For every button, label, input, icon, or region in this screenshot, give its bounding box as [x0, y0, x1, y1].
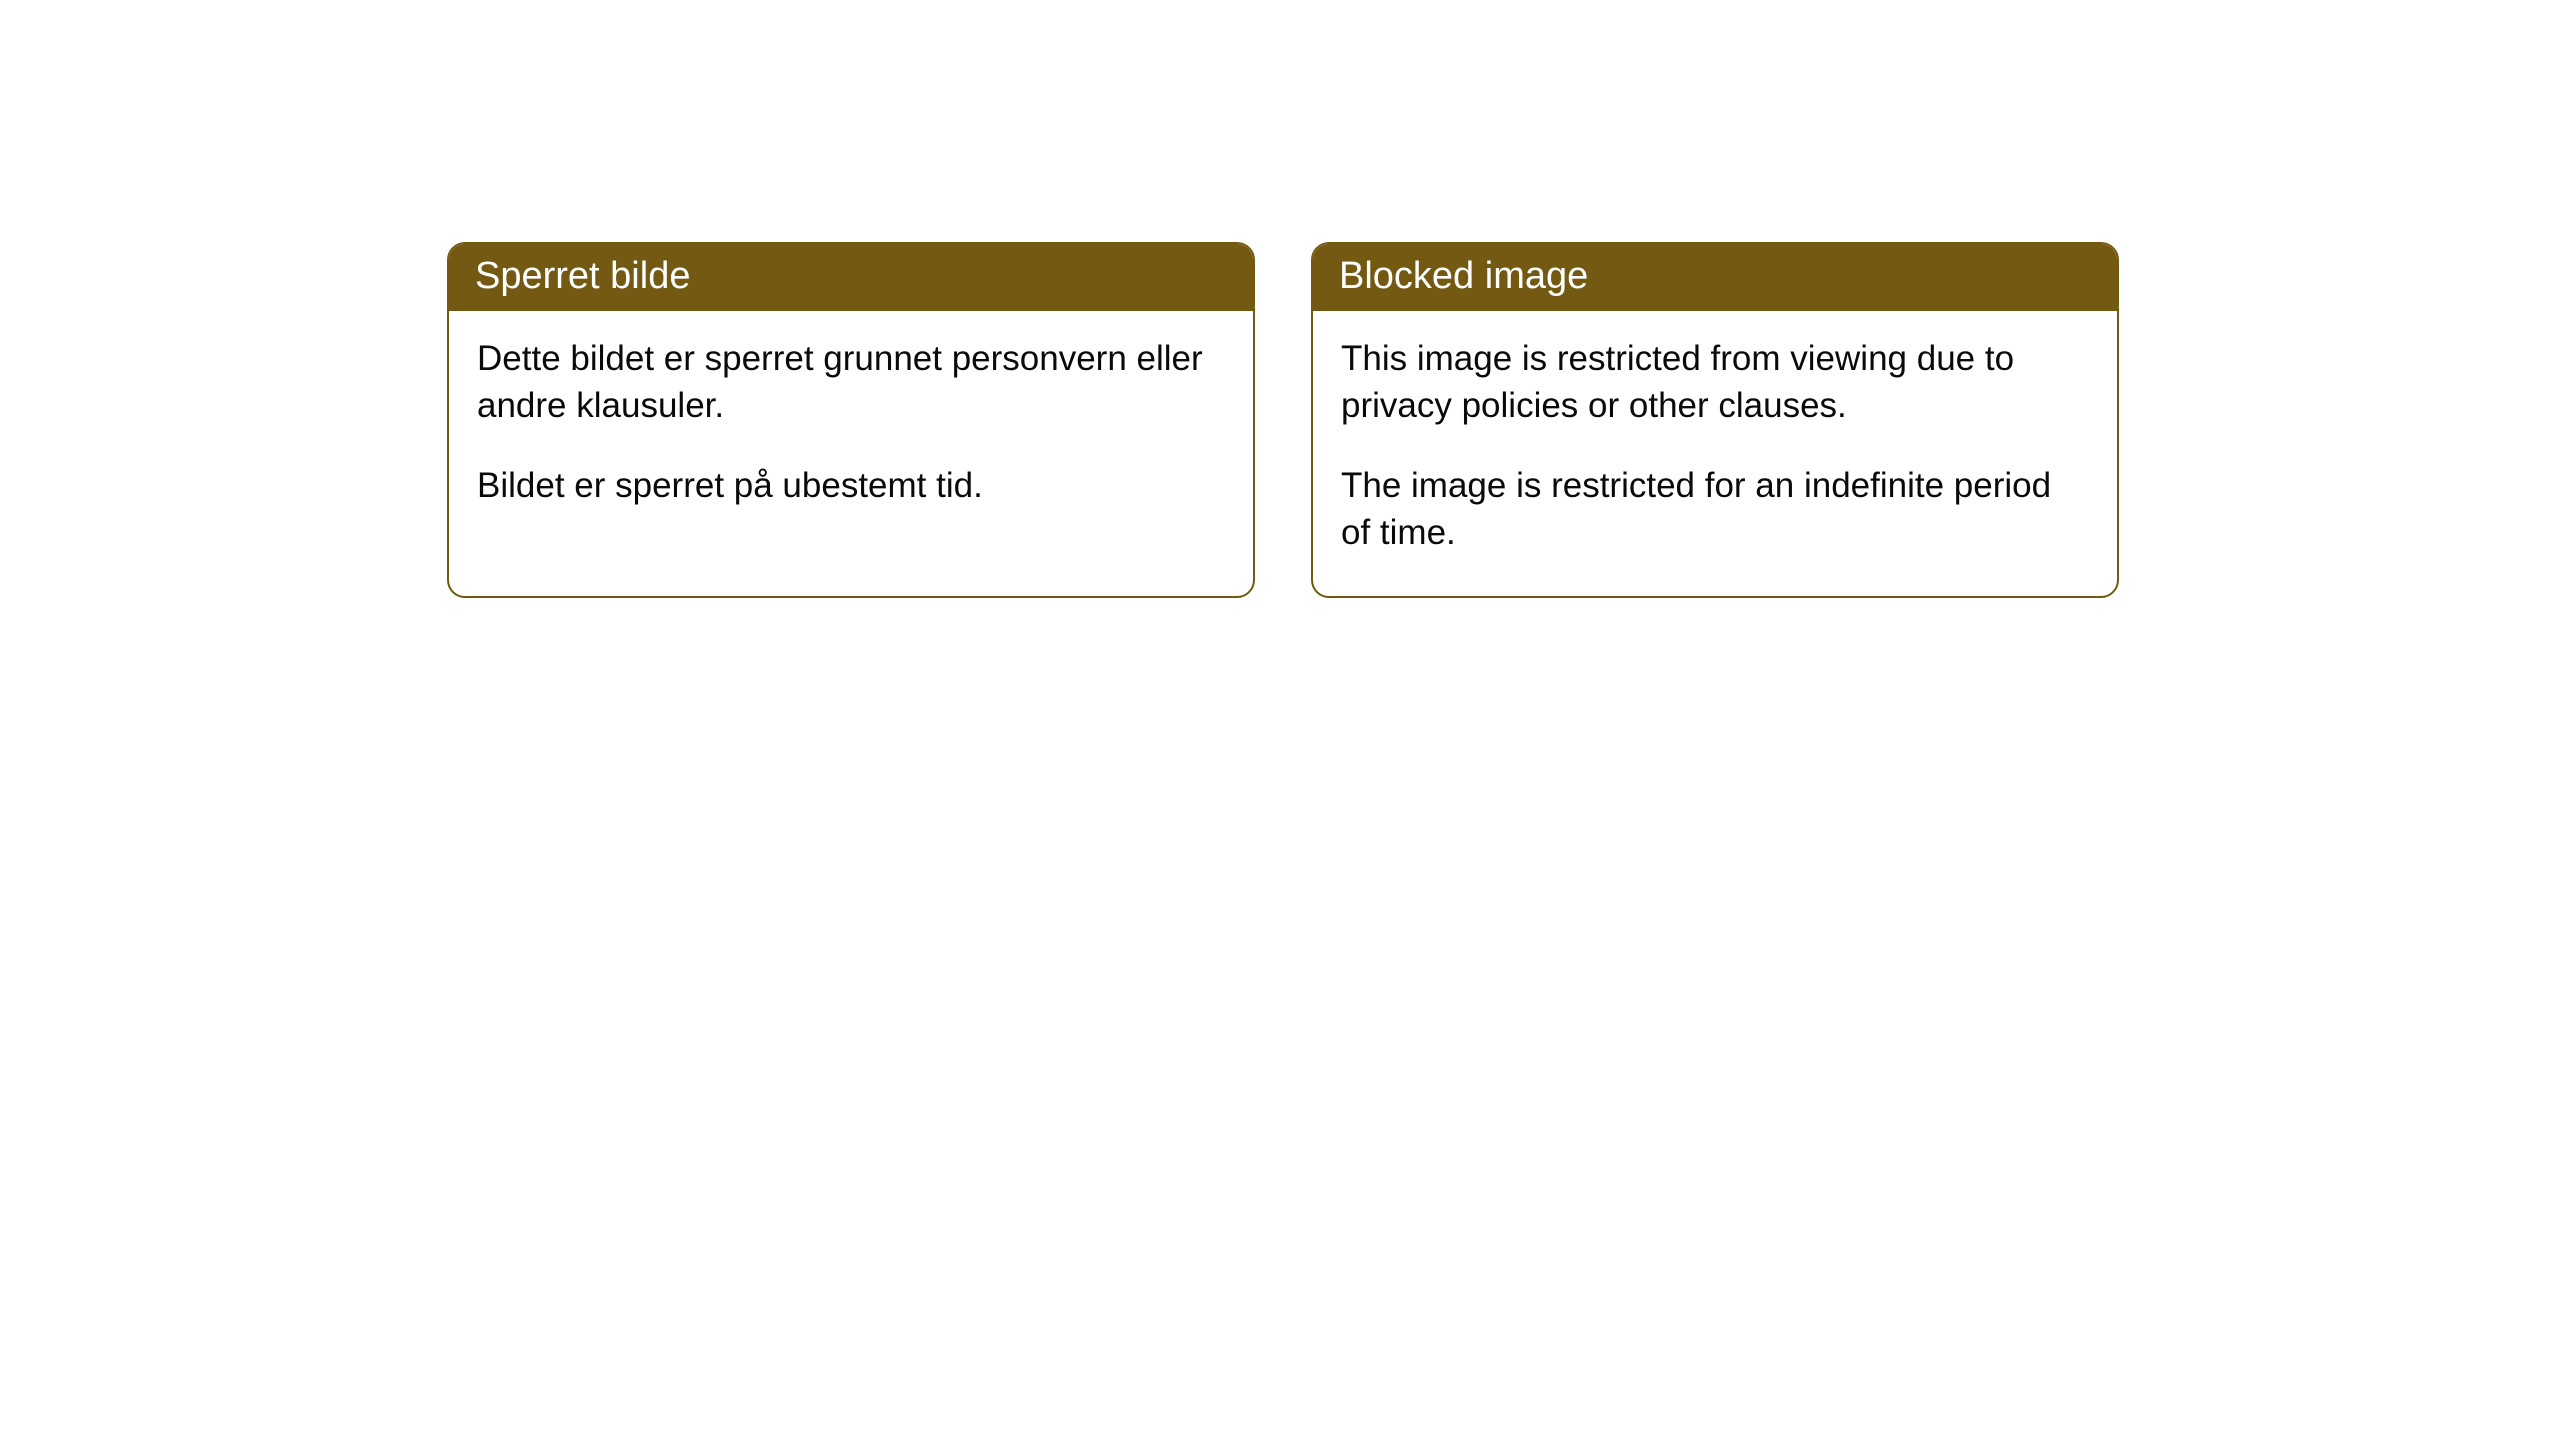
card-body: Dette bildet er sperret grunnet personve… — [449, 311, 1253, 549]
card-header: Blocked image — [1313, 244, 2117, 311]
card-paragraph: This image is restricted from viewing du… — [1341, 335, 2089, 430]
notice-cards-container: Sperret bilde Dette bildet er sperret gr… — [0, 0, 2560, 598]
card-title: Sperret bilde — [475, 255, 690, 297]
card-body: This image is restricted from viewing du… — [1313, 311, 2117, 596]
card-paragraph: The image is restricted for an indefinit… — [1341, 462, 2089, 557]
card-paragraph: Dette bildet er sperret grunnet personve… — [477, 335, 1225, 430]
blocked-image-card-english: Blocked image This image is restricted f… — [1311, 242, 2119, 598]
card-paragraph: Bildet er sperret på ubestemt tid. — [477, 462, 1225, 509]
card-header: Sperret bilde — [449, 244, 1253, 311]
blocked-image-card-norwegian: Sperret bilde Dette bildet er sperret gr… — [447, 242, 1255, 598]
card-title: Blocked image — [1339, 255, 1588, 297]
